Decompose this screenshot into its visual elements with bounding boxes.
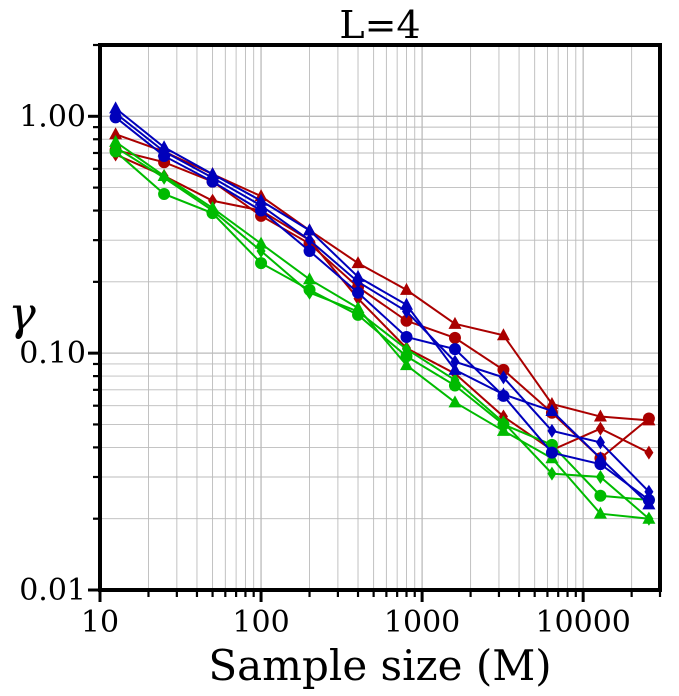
series-line — [114, 112, 650, 493]
x-axis-label: Sample size (M) — [208, 641, 551, 690]
data-point — [303, 272, 317, 285]
data-point — [400, 350, 413, 363]
data-point — [256, 243, 266, 258]
data-point — [644, 484, 654, 499]
data-point — [208, 170, 218, 185]
data-point — [401, 304, 411, 319]
x-tick-label: 10000 — [535, 605, 630, 640]
data-point — [448, 316, 462, 329]
series-line — [115, 153, 650, 454]
series-group — [109, 101, 656, 526]
data-point — [448, 343, 461, 356]
data-point — [545, 403, 559, 416]
data-point — [547, 466, 557, 481]
data-point — [547, 423, 557, 438]
series-line — [114, 116, 650, 501]
chart-title: L=4 — [339, 3, 420, 47]
data-point — [642, 493, 655, 506]
y-axis-label: γ — [8, 287, 36, 341]
data-point — [353, 274, 363, 289]
data-point — [594, 458, 607, 471]
data-point — [305, 285, 315, 300]
plot-frame — [98, 43, 662, 592]
data-point — [352, 286, 365, 299]
y-tick-label: 0.01 — [19, 573, 86, 608]
data-point — [158, 187, 171, 200]
data-point — [109, 127, 123, 140]
data-point — [595, 435, 605, 450]
series-line — [115, 146, 650, 520]
data-point — [208, 203, 218, 218]
series-line — [114, 107, 650, 506]
data-point — [303, 223, 317, 236]
data-point — [111, 140, 121, 155]
data-point — [255, 257, 268, 270]
series-8 — [111, 106, 654, 499]
data-point — [448, 395, 462, 408]
x-tick-label: 100 — [232, 605, 289, 640]
data-point — [254, 236, 268, 249]
data-point — [353, 304, 363, 319]
data-point — [208, 193, 218, 208]
data-point — [498, 370, 508, 385]
y-tick-label: 1.00 — [19, 99, 86, 134]
data-point — [303, 244, 316, 257]
data-point — [594, 489, 607, 502]
data-point — [644, 511, 654, 526]
data-point — [111, 106, 121, 121]
data-point — [448, 362, 462, 375]
data-point — [256, 198, 266, 213]
data-point — [595, 421, 605, 436]
data-point — [400, 314, 413, 327]
data-point — [351, 256, 365, 269]
data-point — [496, 328, 510, 341]
axis-tick-labels: 10 100 1000 10000 0.01 0.10 1.00 — [19, 99, 631, 640]
data-point — [159, 170, 169, 185]
data-point — [593, 409, 607, 422]
x-tick-label: 1000 — [384, 605, 460, 640]
data-point — [159, 144, 169, 159]
data-point — [399, 297, 413, 310]
data-point — [545, 446, 558, 459]
data-point — [595, 469, 605, 484]
data-point — [450, 354, 460, 369]
data-point — [545, 396, 559, 409]
y-tick-label: 0.10 — [19, 336, 86, 371]
data-point — [450, 373, 460, 388]
data-point — [642, 412, 655, 425]
data-point — [644, 445, 654, 460]
data-point — [448, 331, 461, 344]
data-point — [400, 330, 413, 343]
x-tick-label: 10 — [81, 605, 119, 640]
data-point — [399, 282, 413, 295]
data-point — [498, 415, 508, 430]
data-point — [497, 363, 510, 376]
series-5 — [111, 140, 654, 526]
series-line — [114, 150, 649, 501]
data-point — [593, 506, 607, 519]
data-point — [305, 233, 315, 248]
data-point — [399, 358, 413, 371]
data-point — [497, 389, 510, 402]
data-point — [401, 342, 411, 357]
